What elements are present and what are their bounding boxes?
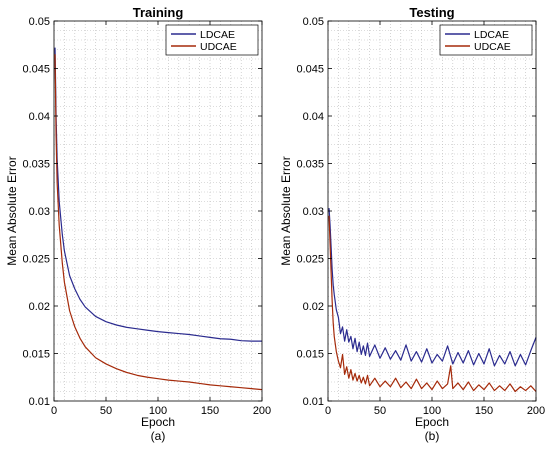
series-line-ldcae: [328, 208, 537, 367]
x-tick-label: 100: [423, 405, 441, 417]
chart-title: Testing: [409, 5, 454, 20]
y-tick-label: 0.01: [303, 396, 324, 408]
grid: [328, 21, 536, 401]
y-tick-label: 0.015: [22, 349, 50, 361]
chart-panel-b: 0 50 100 150 200 0.01 0.015 0.02 0.025 0.03 0.035 0…: [279, 5, 545, 443]
y-tick-label: 0.03: [29, 206, 50, 218]
y-tick-label: 0.04: [29, 111, 50, 123]
y-axis-label: Mean Absolute Error: [279, 156, 293, 265]
panel-caption: (b): [425, 429, 440, 443]
series-line-udcae: [328, 215, 537, 393]
chart-title: Training: [133, 5, 184, 20]
legend-label-ldcae: LDCAE: [474, 29, 509, 41]
x-tick-label: 0: [51, 405, 57, 417]
legend-label-ldcae: LDCAE: [200, 29, 235, 41]
legend-label-udcae: UDCAE: [200, 41, 237, 53]
x-tick-label: 200: [253, 405, 271, 417]
panel-caption: (a): [151, 429, 166, 443]
y-tick-label: 0.05: [303, 16, 324, 28]
y-tick-label: 0.035: [296, 159, 324, 171]
y-tick-label: 0.05: [29, 16, 50, 28]
x-axis-label: Epoch: [415, 415, 449, 429]
y-tick-label: 0.02: [29, 301, 50, 313]
y-tick-label: 0.015: [296, 349, 324, 361]
x-tick-label: 100: [149, 405, 167, 417]
x-tick-label: 0: [325, 405, 331, 417]
series-line-udcae: [54, 54, 263, 391]
y-tick-label: 0.01: [29, 396, 50, 408]
legend-box: [439, 24, 533, 56]
grid: [54, 21, 262, 401]
y-axis-label: Mean Absolute Error: [5, 156, 19, 265]
y-tick-label: 0.035: [22, 159, 50, 171]
y-tick-label: 0.045: [22, 64, 50, 76]
legend-box: [165, 24, 259, 56]
x-tick-label: 150: [201, 405, 219, 417]
legend-label-udcae: UDCAE: [474, 41, 511, 53]
x-tick-label: 200: [527, 405, 545, 417]
x-tick-label: 150: [475, 405, 493, 417]
x-tick-label: 50: [100, 405, 112, 417]
y-tick-label: 0.025: [296, 254, 324, 266]
x-tick-label: 50: [374, 405, 386, 417]
series-line-ldcae: [54, 47, 262, 342]
y-tick-label: 0.025: [22, 254, 50, 266]
y-tick-label: 0.03: [303, 206, 324, 218]
x-axis-label: Epoch: [141, 415, 175, 429]
chart-panel-a: 0 50 100 150 200 0.01 0.015 0.02 0.025 0.03 0.035 0…: [5, 5, 271, 443]
y-tick-label: 0.02: [303, 301, 324, 313]
y-tick-label: 0.04: [303, 111, 324, 123]
y-tick-label: 0.045: [296, 64, 324, 76]
